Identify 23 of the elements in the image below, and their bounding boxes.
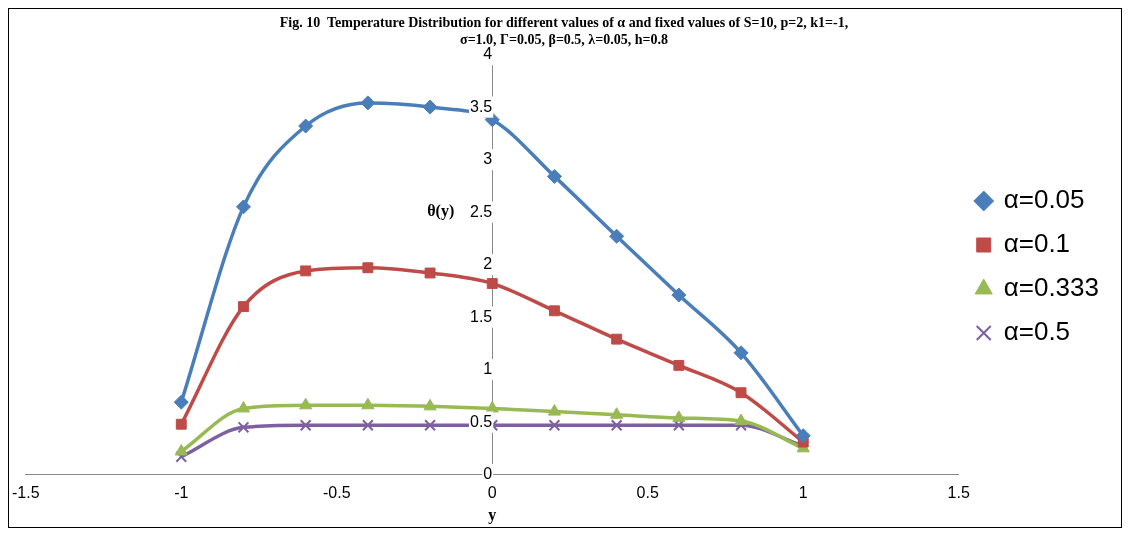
x-tick-label: 0.5 (636, 483, 659, 501)
text: Fig. 10 Temperature Distribution for different values of α and fixed values of S=10, p=2, k1=-1, (279, 15, 849, 31)
y-tick-label: 3 (483, 150, 493, 168)
x-tick-label: -0.5 (322, 483, 351, 501)
legend-label: α=0.1 (1003, 228, 1071, 259)
x-tick-label: 1 (798, 483, 808, 501)
legend-label: α=0.5 (1003, 316, 1071, 347)
x-axis-title: y (488, 505, 497, 524)
y-tick-label: 2.5 (470, 202, 493, 220)
x-tick-label: 1.5 (947, 483, 970, 501)
x-tick-label: -1.5 (12, 483, 40, 501)
y-tick-label: 2 (483, 255, 493, 273)
y-tick-label: 1 (483, 360, 493, 378)
y-tick-label: 0.5 (470, 412, 493, 430)
y-axis-title: θ(y) (427, 202, 455, 221)
x-tick-label: -1 (174, 483, 189, 501)
legend-label: α=0.333 (1003, 272, 1099, 303)
text: σ=1.0, Γ=0.05, β=0.5, λ=0.05, h=0.8 (460, 31, 668, 47)
y-tick-label: 4 (483, 45, 493, 63)
legend-label: α=0.05 (1003, 184, 1085, 215)
y-tick-label: 3.5 (470, 97, 493, 115)
y-tick-label: 1.5 (470, 307, 493, 325)
y-tick-label: 0 (483, 465, 493, 483)
